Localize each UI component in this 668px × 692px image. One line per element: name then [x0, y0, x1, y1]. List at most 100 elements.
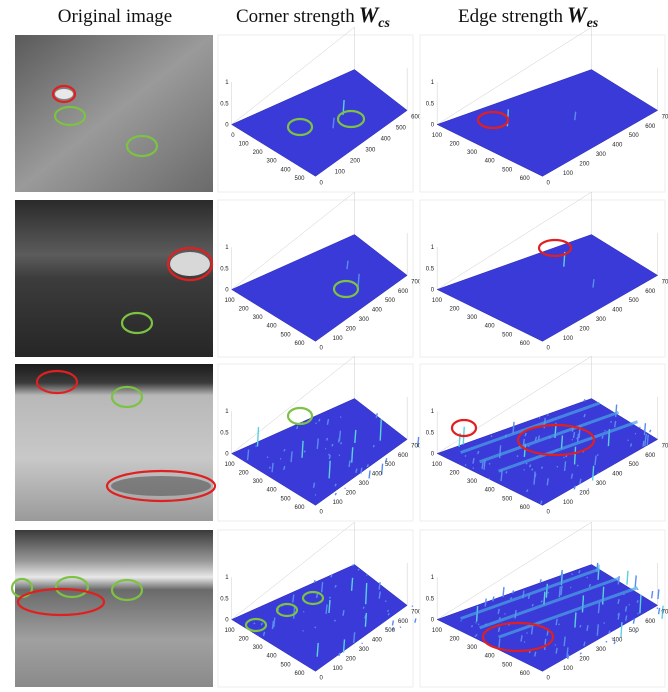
col-header: Corner strengthWcs [236, 2, 391, 31]
spike [367, 464, 368, 467]
spike [532, 627, 533, 635]
spike [473, 458, 474, 464]
spike [499, 627, 500, 632]
spike [598, 603, 599, 614]
z-tick-label: 0.5 [220, 101, 229, 107]
spike [272, 621, 273, 629]
spike [327, 438, 328, 441]
spike [293, 595, 294, 603]
y-tick-label: 300 [467, 315, 478, 321]
y-tick-label: 600 [520, 505, 531, 511]
spike [547, 478, 548, 485]
spike [582, 595, 583, 612]
y-tick-label: 200 [449, 636, 460, 642]
x-tick-label: 200 [346, 656, 357, 662]
spike [584, 414, 585, 417]
spike [498, 609, 499, 614]
x-tick-label: 100 [333, 500, 344, 506]
spike [657, 608, 658, 609]
spike [315, 627, 316, 628]
spike [369, 471, 370, 479]
spike [604, 623, 605, 624]
y-tick-label: 100 [225, 462, 236, 468]
spike [329, 597, 330, 599]
spike [329, 461, 330, 479]
x-tick-label: 600 [398, 453, 409, 459]
spike [297, 426, 298, 429]
spike [334, 620, 335, 621]
x-tick-label: 500 [629, 462, 640, 468]
y-tick-label: 300 [253, 645, 264, 651]
spike [352, 447, 353, 462]
spike [574, 432, 575, 438]
y-tick-label: 600 [520, 671, 531, 677]
spike [272, 463, 273, 472]
spike [352, 565, 353, 566]
spike [499, 639, 500, 649]
spike [485, 599, 486, 607]
x-tick-label: 100 [333, 336, 344, 342]
spike [640, 595, 641, 614]
spike [535, 652, 536, 657]
spike [541, 467, 542, 469]
x-tick-label: 500 [385, 462, 396, 468]
x-tick-label: 500 [385, 298, 396, 304]
x-tick-label: 700 [662, 443, 668, 449]
col-header: Edge strengthWes [458, 2, 599, 31]
spike [564, 637, 565, 647]
spike [339, 653, 340, 656]
x-tick-label: 200 [346, 490, 357, 496]
spike [658, 589, 659, 599]
spike [615, 421, 616, 427]
spike [365, 613, 366, 627]
spike [513, 591, 514, 594]
spike [547, 415, 548, 416]
spike [618, 576, 619, 584]
spike [540, 579, 541, 583]
header-symbol: W [359, 2, 380, 27]
spike [574, 486, 575, 490]
spike [561, 435, 562, 449]
spike [343, 610, 344, 616]
spike [606, 641, 607, 642]
spike [354, 632, 355, 643]
x-tick-label: 200 [350, 158, 361, 164]
y-tick-label: 100 [225, 628, 236, 634]
spike [589, 584, 590, 587]
x-tick-label: 200 [579, 161, 590, 167]
z-tick-label: 0.5 [426, 596, 435, 602]
spike [362, 643, 363, 644]
x-tick-label: 200 [579, 656, 590, 662]
y-tick-label: 400 [485, 159, 496, 165]
x-tick-label: 400 [372, 638, 383, 644]
spike [380, 419, 381, 440]
x-tick-label: 500 [385, 628, 396, 634]
header-text: Edge strength [458, 6, 564, 27]
x-tick-label: 100 [333, 666, 344, 672]
spike [379, 582, 380, 589]
spike [567, 647, 568, 657]
y-tick-label: 200 [449, 470, 460, 476]
spike [534, 484, 535, 485]
x-tick-label: 300 [596, 647, 607, 653]
spike [347, 261, 348, 269]
x-tick-label: 300 [359, 647, 370, 653]
y-tick-label: 400 [267, 488, 278, 494]
spike [579, 570, 580, 573]
spike [349, 460, 350, 467]
spike [385, 601, 386, 602]
z-tick-label: 0.5 [220, 430, 229, 436]
y-tick-label: 500 [502, 167, 513, 173]
spike [373, 445, 374, 447]
original-image [15, 35, 213, 192]
y-tick-label: 100 [432, 133, 443, 139]
y-tick-label: 600 [520, 341, 531, 347]
spike [261, 623, 262, 625]
spike [556, 619, 557, 625]
x-tick-label: 400 [372, 308, 383, 314]
y-tick-label: 300 [253, 479, 264, 485]
spike [650, 430, 651, 432]
x-tick-label: 300 [359, 481, 370, 487]
spike [363, 607, 364, 609]
x-tick-label: 400 [612, 472, 623, 478]
